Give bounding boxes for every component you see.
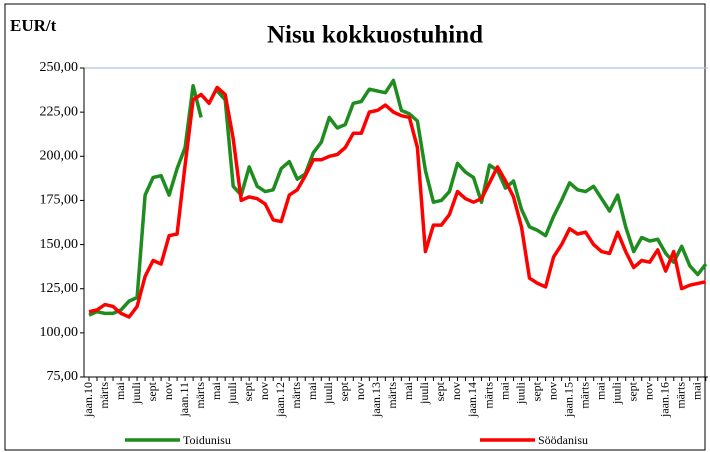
x-tick-label: märts [577,382,591,409]
x-tick-label: nov [353,382,367,400]
x-tick-label: juuli [321,381,335,405]
x-tick-label: mai [113,381,127,400]
x-tick-label: nov [545,382,559,400]
x-tick-label: sept [145,381,159,401]
x-tick-label: juuli [513,381,527,405]
y-tick-label: 200,00 [40,149,79,164]
x-tick-label: jaan.16 [657,382,671,418]
x-tick-label: jaan.15 [561,382,575,418]
legend-label: Toidunisu [183,433,231,447]
series-line [88,78,708,317]
x-tick-label: märts [289,382,303,409]
x-tick-label: mai [497,381,511,400]
x-tick-label: märts [673,382,687,409]
x-tick-label: mai [690,381,704,400]
y-tick-label: 150,00 [40,237,79,252]
x-tick-label: sept [625,381,639,401]
x-tick-label: nov [641,382,655,400]
y-tick-label: 250,00 [40,60,79,75]
series-line [88,85,707,319]
x-tick-label: sept [529,381,543,401]
chart-title: Nisu kokkuostuhind [267,22,483,49]
x-tick-label: mai [401,381,415,400]
x-tick-label: märts [481,382,495,409]
x-tick-label: nov [449,382,463,400]
x-tick-label: sept [241,381,255,401]
legend-label: Söödanisu [538,433,588,447]
x-tick-label: juuli [417,381,431,405]
y-tick-label: 100,00 [40,325,79,340]
x-tick-label: märts [97,382,111,409]
x-tick-label: jaan.10 [81,382,95,418]
y-tick-label: 175,00 [40,193,79,208]
y-tick-label: 75,00 [47,369,79,384]
x-tick-label: juuli [609,381,623,405]
x-tick-label: jaan.11 [177,382,191,418]
x-tick-label: nov [161,382,175,400]
x-tick-label: mai [305,381,319,400]
x-tick-label: jaan.12 [273,382,287,418]
y-tick-label: 225,00 [40,104,79,119]
chart-border [4,3,706,451]
x-tick-label: jaan.13 [369,382,383,418]
x-tick-label: nov [257,382,271,400]
x-tick-label: mai [593,381,607,400]
y-tick-label: 125,00 [40,281,79,296]
x-tick-label: märts [193,382,207,409]
x-tick-label: jaan.14 [465,382,479,418]
x-tick-label: sept [337,381,351,401]
x-tick-label: sept [433,381,447,401]
x-tick-label: mai [209,381,223,400]
x-tick-label: juuli [129,381,143,405]
x-tick-label: märts [385,382,399,409]
x-tick-label: juuli [225,381,239,405]
y-axis-label: EUR/t [10,16,57,35]
